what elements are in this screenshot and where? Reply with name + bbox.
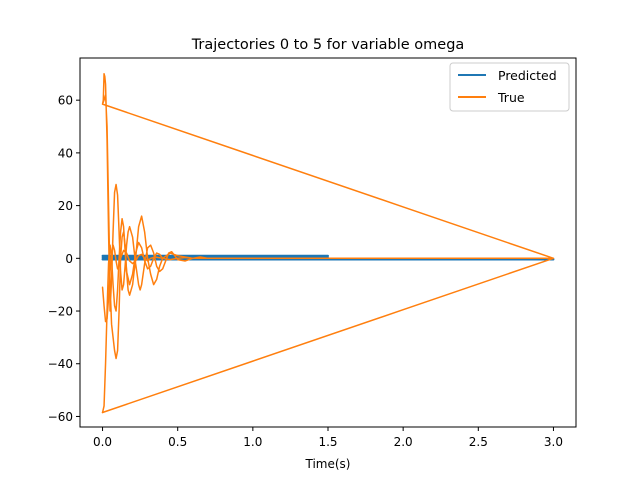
x-axis-label: Time(s) [305,457,351,471]
x-axis-ticks: 0.0 0.5 1.0 1.5 2.0 2.5 3.0 [93,427,563,449]
legend-label-predicted: Predicted [498,68,557,83]
y-tick-label: 40 [58,146,73,160]
series-line-1 [101,73,555,414]
x-tick-label: 3.0 [544,435,563,449]
x-tick-label: 2.5 [469,435,488,449]
legend: Predicted True [449,62,570,112]
y-axis-ticks: −60 −40 −20 0 20 40 60 [48,94,80,424]
chart-title: Trajectories 0 to 5 for variable omega [191,37,465,53]
series-layer [101,73,555,414]
y-tick-label: −40 [48,357,73,371]
y-tick-label: 20 [58,199,73,213]
y-tick-label: 60 [58,94,73,108]
y-tick-label: −20 [48,305,73,319]
axes-frame [79,57,577,428]
x-tick-label: 1.0 [243,435,262,449]
y-tick-label: 0 [65,252,73,266]
x-tick-label: 1.5 [318,435,337,449]
y-tick-label: −60 [48,410,73,424]
x-tick-label: 0.0 [93,435,112,449]
series-line-2 [101,218,209,414]
x-tick-label: 2.0 [394,435,413,449]
plot-area [101,73,555,414]
x-tick-label: 0.5 [168,435,187,449]
series-line-3 [101,244,164,323]
legend-label-true: True [497,90,525,105]
